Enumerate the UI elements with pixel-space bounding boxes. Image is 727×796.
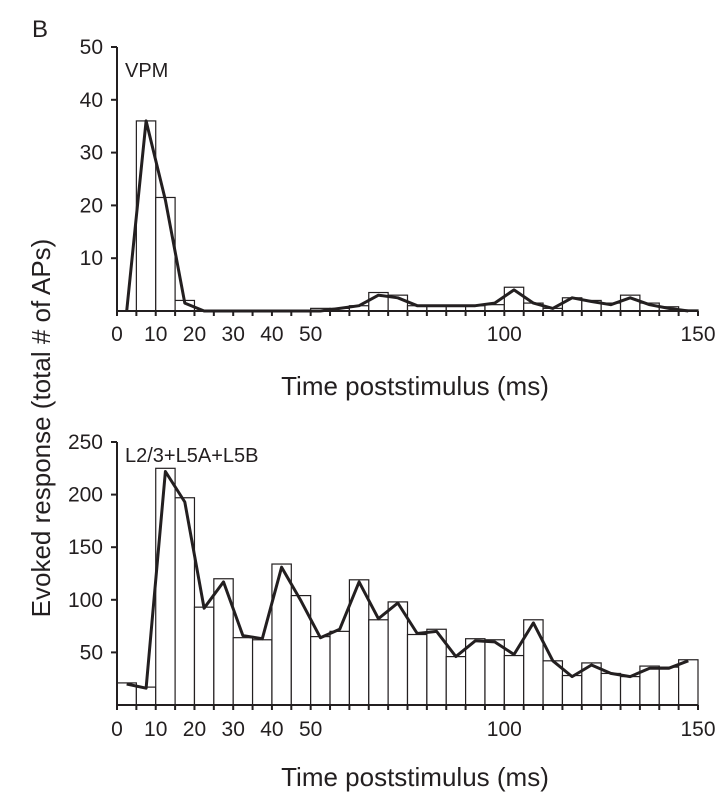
vpm-x-tick-label: 0 [111, 323, 123, 346]
vpm-x-tick-label: 150 [680, 323, 715, 346]
cortex-y-tick-label: 150 [68, 536, 103, 559]
vpm-x-tick-label: 30 [222, 323, 245, 346]
cortex-x-tick-label: 0 [111, 718, 123, 741]
cortex-bar [251, 639, 273, 706]
vpm-y-tick-label: 40 [80, 89, 103, 112]
cortex-bar [503, 654, 525, 706]
cortex-y-tick-label: 250 [68, 431, 103, 454]
cortex-bar [368, 619, 389, 706]
cortex-trend-line [126, 470, 689, 690]
cortex-y-tick-label: 100 [68, 589, 103, 612]
cortex-bar [658, 666, 680, 706]
cortex-x-tick-label: 20 [183, 718, 206, 741]
cortex-x-axis-label: Time poststimulus (ms) [281, 762, 549, 792]
vpm-trend-line [125, 119, 689, 313]
vpm-panel-title: VPM [125, 60, 168, 82]
vpm-x-axis-label: Time poststimulus (ms) [281, 371, 549, 401]
cortex-x-tick-label: 30 [222, 718, 245, 741]
cortex-x-tick-label: 50 [299, 718, 322, 741]
cortex-y-tick-label: 200 [68, 484, 103, 507]
vpm-y-tick-label: 20 [80, 194, 103, 217]
cortex-bar [193, 606, 215, 706]
cortex-panel-title: L2/3+L5A+L5B [125, 445, 258, 467]
vpm-y-tick-label: 50 [80, 36, 103, 59]
cortex-bar [619, 675, 641, 706]
cortex-bar [465, 638, 486, 706]
cortex-bar [135, 686, 157, 706]
cortex-bar [174, 497, 196, 706]
cortex-y-tick-label: 50 [80, 641, 103, 664]
vpm-x-tick-label: 10 [144, 323, 167, 346]
cortex-bar [387, 601, 409, 706]
cortex-bar [155, 467, 176, 706]
vpm-bar [155, 196, 176, 312]
cortex-bar [678, 659, 699, 706]
cortex-x-tick-label: 150 [680, 718, 715, 741]
cortex-histogram-panel: L2/3+L5A+L5B Time poststimulus (ms) 50 10… [68, 431, 716, 792]
cortex-bar [271, 563, 292, 706]
cortex-bar [484, 639, 505, 706]
cortex-x-tick-label: 100 [487, 718, 522, 741]
cortex-bar [561, 674, 583, 706]
cortex-x-tick-label: 40 [260, 718, 283, 741]
cortex-bar [232, 637, 254, 706]
vpm-x-tick-label: 20 [183, 323, 206, 346]
cortex-x-tick-label: 10 [144, 718, 167, 741]
vpm-histogram-panel: VPM Time poststimulus (ms) 10 20 30 40 50 0 10… [80, 36, 716, 401]
vpm-x-tick-label: 40 [260, 323, 283, 346]
cortex-bar [329, 630, 350, 706]
cortex-bar [310, 636, 331, 706]
panel-letter: B [32, 16, 48, 43]
cortex-bar [406, 633, 428, 706]
cortex-bar [445, 656, 467, 706]
cortex-bar [600, 672, 622, 706]
vpm-x-tick-label: 50 [299, 323, 322, 346]
vpm-x-tick-label: 100 [487, 323, 522, 346]
vpm-y-tick-label: 30 [80, 142, 103, 165]
vpm-y-tick-label: 10 [80, 247, 103, 270]
y-axis-label: Evoked response (total # of APs) [26, 239, 56, 618]
